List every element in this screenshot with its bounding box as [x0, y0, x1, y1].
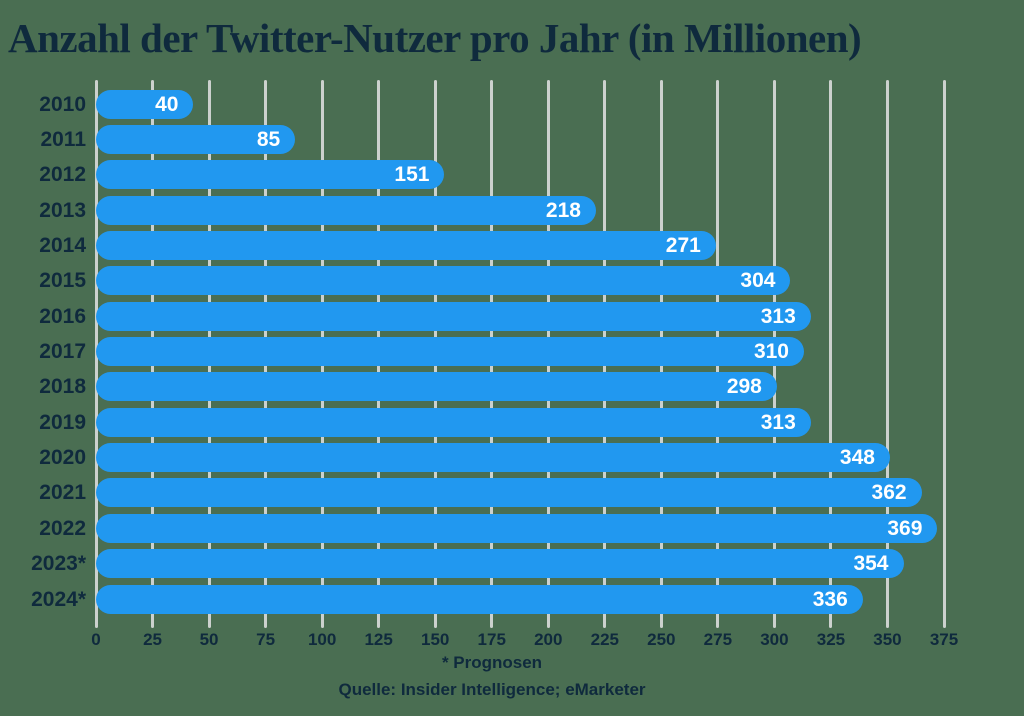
x-tick-label: 350 [873, 630, 902, 649]
year-label: 2019 [39, 410, 86, 434]
plot-area: 40 85 151 218 271 304 313 310 298 313 348 362 369 354… [94, 80, 947, 628]
bar-value-label: 218 [545, 198, 581, 222]
bar-value-label: 348 [839, 446, 875, 470]
year-label: 2015 [39, 269, 86, 293]
bar: 310 [96, 337, 804, 367]
bar: 313 [96, 301, 811, 331]
bar-value-label: 40 [155, 92, 179, 116]
year-label: 2020 [39, 446, 86, 470]
x-tick-label: 25 [143, 630, 162, 649]
x-tick-label: 150 [421, 630, 450, 649]
year-label: 2017 [39, 340, 86, 364]
chart-footer: * Prognosen Quelle: Insider Intelligence… [0, 653, 984, 700]
year-label: 2016 [39, 304, 86, 328]
bar: 40 [96, 89, 194, 119]
bar-value-label: 310 [753, 340, 789, 364]
bar-value-label: 336 [812, 587, 848, 611]
bar: 298 [96, 372, 777, 402]
gridline [885, 80, 889, 628]
bar: 362 [96, 478, 922, 508]
bar-value-label: 362 [871, 481, 907, 505]
bar: 151 [96, 160, 445, 190]
bar-value-label: 271 [665, 233, 701, 257]
x-tick-label: 250 [647, 630, 676, 649]
x-tick-label: 200 [534, 630, 563, 649]
year-label: 2022 [39, 516, 86, 540]
x-tick-label: 175 [477, 630, 506, 649]
bar: 85 [96, 124, 296, 154]
year-label: 2012 [39, 163, 86, 187]
x-tick-label: 275 [703, 630, 733, 649]
bar: 354 [96, 549, 904, 579]
x-tick-label: 375 [929, 630, 959, 649]
x-tick-label: 225 [590, 630, 619, 649]
bar: 369 [96, 513, 938, 543]
x-tick-label: 0 [91, 630, 101, 649]
gridline [942, 80, 946, 628]
chart-title: Anzahl der Twitter-Nutzer pro Jahr (in M… [8, 15, 862, 61]
x-tick-label: 325 [816, 630, 846, 649]
year-label: 2014 [39, 233, 86, 257]
bar-value-label: 313 [760, 304, 796, 328]
footnote: * Prognosen [441, 653, 543, 672]
year-label: 2010 [39, 92, 86, 116]
x-tick-label: 75 [256, 630, 276, 649]
bar-value-label: 85 [256, 127, 281, 151]
year-label: 2023* [31, 552, 86, 576]
bar-value-label: 369 [887, 516, 923, 540]
bar-value-label: 354 [853, 552, 889, 576]
x-tick-label: 100 [307, 630, 337, 649]
bar: 218 [96, 195, 596, 225]
bar-value-label: 151 [394, 163, 430, 187]
year-label: 2021 [39, 481, 86, 505]
x-tick-label: 125 [364, 630, 393, 649]
bar: 336 [96, 584, 863, 614]
bar: 348 [96, 443, 890, 473]
x-tick-label: 300 [760, 630, 789, 649]
bar-value-label: 313 [760, 410, 796, 434]
x-tick-label: 50 [199, 630, 219, 649]
year-label: 2024* [31, 587, 86, 611]
year-label: 2011 [40, 127, 86, 151]
bar: 271 [96, 230, 716, 260]
year-label: 2013 [39, 198, 86, 222]
source-credit: Quelle: Insider Intelligence; eMarketer [338, 680, 646, 699]
bar: 313 [96, 407, 811, 437]
bar-value-label: 304 [740, 269, 776, 293]
bar: 304 [96, 266, 791, 296]
bar-value-label: 298 [726, 375, 762, 399]
gridline [829, 80, 833, 628]
year-label: 2018 [39, 375, 86, 399]
